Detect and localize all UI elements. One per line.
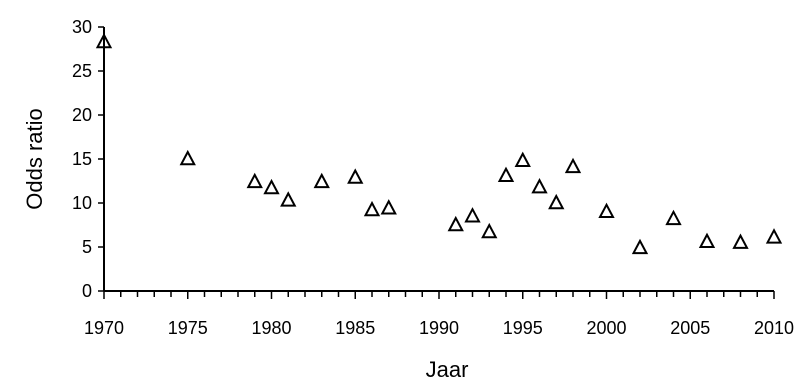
x-axis-title: Jaar [426,357,469,382]
x-tick-label: 1985 [335,318,375,338]
data-point-triangle [313,172,330,189]
data-point-triangle [246,172,263,189]
data-point-triangle [263,178,280,195]
data-point-triangle [732,233,749,249]
y-tick-label: 0 [82,281,92,301]
x-tick-label: 2010 [754,318,794,338]
y-tick-label: 25 [72,61,92,81]
x-tick-label: 1970 [84,318,124,338]
data-point-triangle [497,166,515,182]
data-point-triangle [531,178,548,194]
y-tick-label: 30 [72,17,92,37]
data-point-triangle [347,168,364,184]
data-point-triangle [447,215,464,232]
x-tick-label: 2000 [586,318,626,338]
data-point-triangle [665,209,682,226]
data-point-triangle [380,199,397,215]
x-tick-label: 2005 [670,318,710,338]
data-point-triangle [464,207,481,223]
data-point-triangle [481,222,498,239]
axes [103,27,774,292]
y-axis-title: Odds ratio [22,108,47,210]
data-point-triangle [514,151,531,168]
data-point-triangle [363,200,381,217]
data-point-triangle [548,193,565,210]
data-points [95,32,783,255]
x-tick-label: 1990 [419,318,459,338]
x-tick-label: 1975 [168,318,208,338]
x-tick-label: 1980 [251,318,291,338]
y-tick-label: 5 [82,237,92,257]
y-tick-label: 20 [72,105,92,125]
y-tick-label: 10 [72,193,92,213]
x-tick-label: 1995 [503,318,543,338]
data-point-triangle [598,202,615,219]
data-point-triangle [698,232,716,248]
data-point-triangle [179,149,196,166]
data-point-triangle [631,238,649,255]
y-tick-label: 15 [72,149,92,169]
data-point-triangle [765,228,783,244]
data-point-triangle [95,32,113,49]
data-point-triangle [564,157,582,174]
y-ticks: 0 5 10 15 20 25 30 [72,17,104,301]
x-ticks: 1970 1975 1980 1985 1990 1995 2000 2005 2010 [84,291,794,338]
data-point-triangle [280,191,297,207]
